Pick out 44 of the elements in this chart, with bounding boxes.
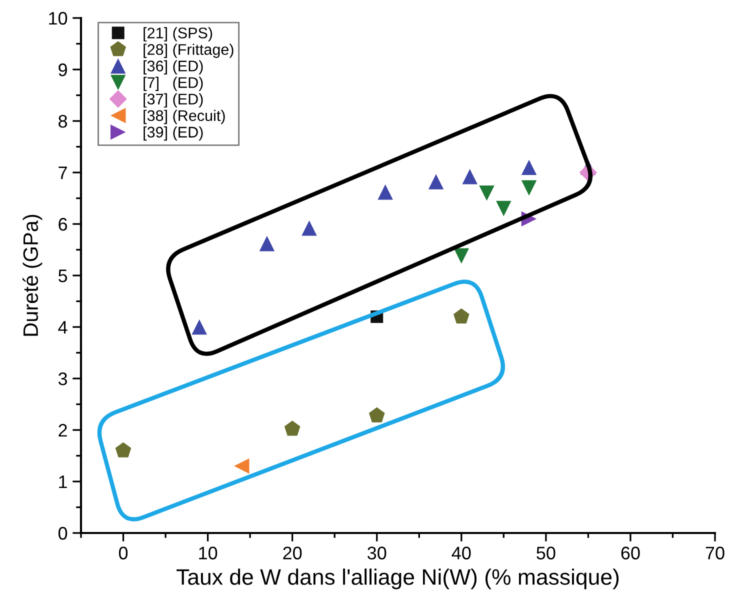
x-axis-title: Taux de W dans l'alliage Ni(W) (% massique) xyxy=(176,568,619,590)
point xyxy=(378,184,393,200)
y-tick-label: 10 xyxy=(49,12,68,25)
y-tick-label: 7 xyxy=(58,166,67,180)
x-tick-label: 70 xyxy=(706,546,724,560)
legend-label: [7] (ED) xyxy=(144,76,203,92)
y-tick-label: 1 xyxy=(59,476,67,488)
y-tick-label: 5 xyxy=(58,270,68,282)
x-tick-label: 40 xyxy=(452,546,471,560)
y-tick-label: 6 xyxy=(58,218,68,231)
point xyxy=(453,308,470,324)
y-tick-label: 2 xyxy=(58,424,67,437)
legend-label: [28] (Frittage) xyxy=(144,44,234,58)
point xyxy=(496,200,512,216)
x-tick-label: 20 xyxy=(283,546,302,560)
y-tick-label: 0 xyxy=(58,526,68,540)
point xyxy=(259,236,275,252)
legend-label: [21] (SPS) xyxy=(144,27,212,42)
y-tick-label: 3 xyxy=(58,372,68,386)
point xyxy=(521,180,537,196)
y-tick-label: 8 xyxy=(58,114,68,128)
x-tick-label: 10 xyxy=(199,546,218,560)
point xyxy=(428,174,444,190)
y-tick-label: 9 xyxy=(58,63,67,76)
legend-label: [39] (ED) xyxy=(144,126,203,141)
point xyxy=(302,220,317,236)
y-tick-label: 4 xyxy=(58,321,68,334)
legend-label: [37] (ED) xyxy=(144,93,203,108)
point xyxy=(234,458,250,474)
point xyxy=(462,168,478,184)
point xyxy=(368,407,385,422)
x-tick-label: 0 xyxy=(118,546,128,560)
point xyxy=(192,319,207,335)
legend-label: [38] (Recuit) xyxy=(144,110,225,124)
x-tick-label: 60 xyxy=(621,546,640,560)
y-axis-title: Dureté (GPa) xyxy=(22,214,42,336)
x-tick-label: 50 xyxy=(536,546,556,560)
legend-label: [36] (ED) xyxy=(144,60,203,74)
point xyxy=(454,248,470,264)
point xyxy=(115,442,132,458)
point xyxy=(521,160,537,175)
point xyxy=(284,420,300,436)
x-tick-label: 30 xyxy=(368,546,386,560)
point xyxy=(479,185,494,201)
